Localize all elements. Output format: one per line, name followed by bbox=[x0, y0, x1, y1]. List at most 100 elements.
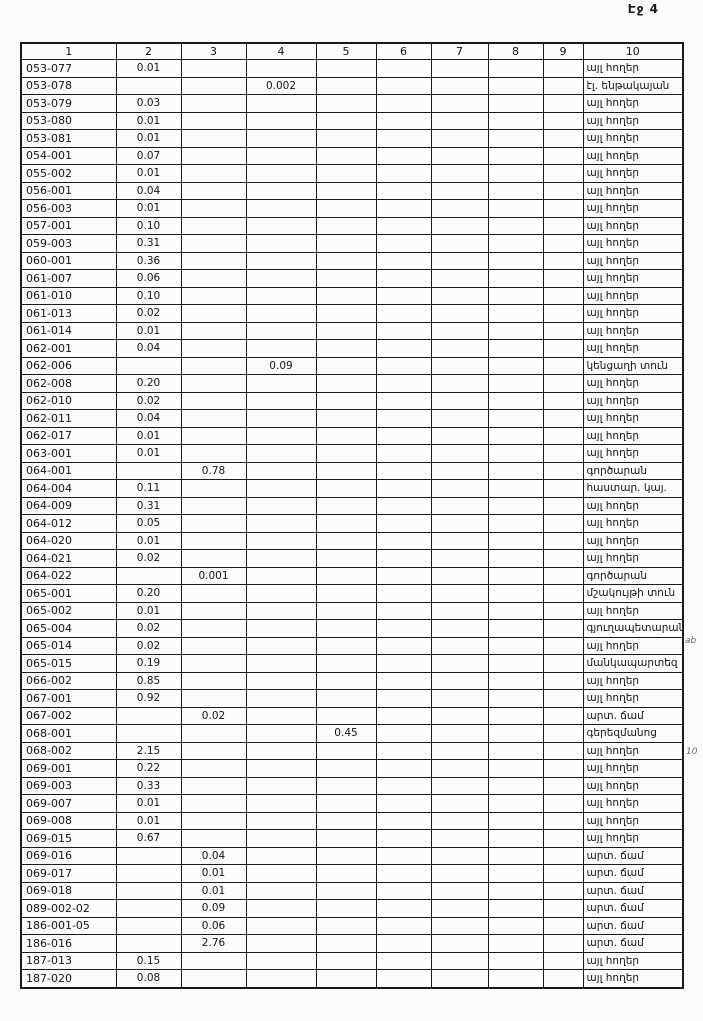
value-cell-col8 bbox=[487, 794, 544, 813]
value-cell-col4 bbox=[245, 216, 317, 235]
value-cell-col7 bbox=[430, 584, 489, 603]
value-cell-col9 bbox=[542, 811, 584, 830]
value-cell-col9 bbox=[542, 269, 584, 288]
value-cell-col5 bbox=[315, 479, 377, 498]
value-cell-col4 bbox=[245, 111, 317, 130]
column-header-8: 8 bbox=[487, 42, 544, 60]
land-use-cell: այլ հողեր bbox=[582, 216, 684, 235]
value-cell-col7 bbox=[430, 846, 489, 865]
value-cell-col8 bbox=[487, 129, 544, 148]
table-row: 069-007 0.01 այլ հողեր bbox=[20, 794, 684, 813]
table-row: 056-003 0.01 այլ հողեր bbox=[20, 199, 684, 218]
value-cell-col3: 0.09 bbox=[180, 899, 247, 918]
value-cell-col8 bbox=[487, 391, 544, 410]
value-cell-col6 bbox=[375, 601, 432, 620]
value-cell-col7 bbox=[430, 741, 489, 760]
table-row: 065-004 0.02 գյուղապետարան bbox=[20, 619, 684, 638]
value-cell-col4 bbox=[245, 286, 317, 305]
value-cell-col5 bbox=[315, 566, 377, 585]
value-cell-col8 bbox=[487, 479, 544, 498]
value-cell-col3 bbox=[180, 479, 247, 498]
value-cell-col5 bbox=[315, 741, 377, 760]
value-cell-col4 bbox=[245, 496, 317, 515]
value-cell-col5 bbox=[315, 251, 377, 270]
value-cell-col2: 0.01 bbox=[115, 444, 182, 463]
land-use-cell: այլ հողեր bbox=[582, 234, 684, 253]
value-cell-col5 bbox=[315, 969, 377, 988]
value-cell-col9 bbox=[542, 199, 584, 218]
value-cell-col9 bbox=[542, 234, 584, 253]
value-cell-col3 bbox=[180, 339, 247, 358]
parcel-id-cell: 064-022 bbox=[20, 566, 117, 585]
parcel-id-cell: 062-008 bbox=[20, 374, 117, 393]
value-cell-col8 bbox=[487, 111, 544, 130]
value-cell-col4: 0.002 bbox=[245, 76, 317, 95]
value-cell-col7 bbox=[430, 969, 489, 988]
value-cell-col3 bbox=[180, 409, 247, 428]
value-cell-col3 bbox=[180, 969, 247, 988]
value-cell-col3 bbox=[180, 549, 247, 568]
land-use-cell: այլ հողեր bbox=[582, 426, 684, 445]
value-cell-col4 bbox=[245, 759, 317, 778]
value-cell-col8 bbox=[487, 706, 544, 725]
value-cell-col2: 0.04 bbox=[115, 409, 182, 428]
table-row: 053-079 0.03 այլ հողեր bbox=[20, 94, 684, 113]
parcel-id-cell: 062-010 bbox=[20, 391, 117, 410]
value-cell-col4 bbox=[245, 601, 317, 620]
value-cell-col3: 0.01 bbox=[180, 864, 247, 883]
value-cell-col9 bbox=[542, 461, 584, 480]
value-cell-col4 bbox=[245, 724, 317, 743]
parcel-id-cell: 062-006 bbox=[20, 356, 117, 375]
value-cell-col2 bbox=[115, 566, 182, 585]
value-cell-col3 bbox=[180, 391, 247, 410]
value-cell-col8 bbox=[487, 234, 544, 253]
parcel-id-cell: 061-007 bbox=[20, 269, 117, 288]
value-cell-col3 bbox=[180, 321, 247, 340]
table-row: 061-014 0.01 այլ հողեր bbox=[20, 321, 684, 340]
value-cell-col6 bbox=[375, 619, 432, 638]
value-cell-col3 bbox=[180, 304, 247, 323]
parcel-id-cell: 186-001-05 bbox=[20, 916, 117, 935]
value-cell-col4 bbox=[245, 566, 317, 585]
value-cell-col9 bbox=[542, 741, 584, 760]
value-cell-col3: 0.02 bbox=[180, 706, 247, 725]
value-cell-col2: 0.20 bbox=[115, 584, 182, 603]
value-cell-col3 bbox=[180, 654, 247, 673]
table-row: 089-002-02 0.09 արտ. ճամ bbox=[20, 899, 684, 918]
parcel-id-cell: 068-002 bbox=[20, 741, 117, 760]
land-use-cell: արտ. ճամ bbox=[582, 881, 684, 900]
table-row: 064-021 0.02 այլ հողեր bbox=[20, 549, 684, 568]
table-row: 064-009 0.31 այլ հողեր bbox=[20, 496, 684, 515]
land-use-cell: այլ հողեր bbox=[582, 374, 684, 393]
table-row: 064-004 0.11 հաստար. կայ. bbox=[20, 479, 684, 498]
value-cell-col7 bbox=[430, 654, 489, 673]
land-use-cell: այլ հողեր bbox=[582, 409, 684, 428]
value-cell-col7 bbox=[430, 759, 489, 778]
value-cell-col3 bbox=[180, 234, 247, 253]
value-cell-col2: 0.02 bbox=[115, 391, 182, 410]
value-cell-col6 bbox=[375, 636, 432, 655]
value-cell-col2: 0.85 bbox=[115, 671, 182, 690]
value-cell-col8 bbox=[487, 304, 544, 323]
land-use-cell: այլ հողեր bbox=[582, 794, 684, 813]
table-row: 065-014 0.02 այլ հողեր bbox=[20, 636, 684, 655]
table-row: 069-015 0.67 այլ հողեր bbox=[20, 829, 684, 848]
value-cell-col7 bbox=[430, 216, 489, 235]
table-row: 187-020 0.08 այլ հողեր bbox=[20, 969, 684, 988]
value-cell-col7 bbox=[430, 146, 489, 165]
parcel-id-cell: 069-017 bbox=[20, 864, 117, 883]
value-cell-col6 bbox=[375, 339, 432, 358]
land-use-cell: այլ հողեր bbox=[582, 741, 684, 760]
value-cell-col2 bbox=[115, 916, 182, 935]
value-cell-col9 bbox=[542, 776, 584, 795]
value-cell-col7 bbox=[430, 776, 489, 795]
value-cell-col9 bbox=[542, 374, 584, 393]
value-cell-col3 bbox=[180, 426, 247, 445]
value-cell-col3 bbox=[180, 251, 247, 270]
value-cell-col3 bbox=[180, 111, 247, 130]
value-cell-col7 bbox=[430, 951, 489, 970]
value-cell-col4 bbox=[245, 951, 317, 970]
value-cell-col5 bbox=[315, 881, 377, 900]
value-cell-col4 bbox=[245, 164, 317, 183]
value-cell-col8 bbox=[487, 741, 544, 760]
